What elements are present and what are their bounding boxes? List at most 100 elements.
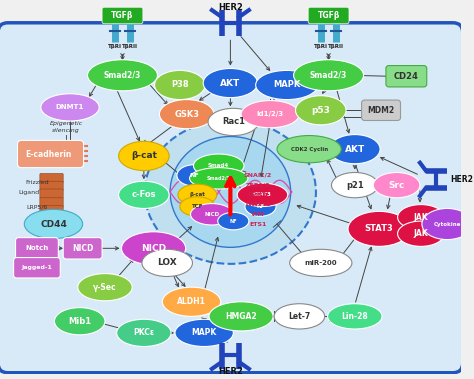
- Text: p21: p21: [346, 181, 364, 190]
- Text: TβRII: TβRII: [122, 44, 138, 49]
- FancyBboxPatch shape: [40, 205, 63, 215]
- Text: ALDH1: ALDH1: [177, 297, 206, 306]
- Ellipse shape: [237, 183, 288, 207]
- Ellipse shape: [245, 197, 276, 216]
- Text: P38: P38: [171, 80, 189, 89]
- Text: γ-Sec: γ-Sec: [93, 283, 117, 292]
- Ellipse shape: [118, 181, 169, 208]
- FancyBboxPatch shape: [308, 7, 349, 24]
- Ellipse shape: [145, 120, 316, 264]
- Text: silencing: silencing: [52, 128, 80, 133]
- Ellipse shape: [159, 100, 214, 129]
- Text: Notch: Notch: [25, 245, 48, 251]
- FancyBboxPatch shape: [0, 23, 463, 373]
- Text: NICD: NICD: [72, 244, 93, 253]
- Text: DNMT1: DNMT1: [56, 104, 84, 110]
- FancyBboxPatch shape: [362, 100, 401, 121]
- Ellipse shape: [193, 154, 244, 177]
- Text: NF: NF: [229, 219, 237, 224]
- Text: STAT3: STAT3: [253, 193, 272, 197]
- Text: TGFβ: TGFβ: [111, 11, 134, 20]
- Text: TβRI: TβRI: [314, 44, 328, 49]
- Text: TWIST1: TWIST1: [245, 202, 271, 207]
- Ellipse shape: [293, 60, 364, 91]
- FancyBboxPatch shape: [16, 238, 58, 259]
- Text: AKT: AKT: [345, 145, 365, 153]
- Text: STAT3: STAT3: [365, 224, 393, 233]
- Text: E-cadherin: E-cadherin: [26, 150, 72, 158]
- Text: MDM2: MDM2: [367, 106, 395, 115]
- Text: NICD: NICD: [204, 212, 219, 217]
- Text: c-Fos: c-Fos: [132, 190, 156, 199]
- Text: ZEB1/2: ZEB1/2: [246, 183, 270, 188]
- Ellipse shape: [329, 135, 380, 164]
- Text: Src: Src: [388, 181, 405, 190]
- Ellipse shape: [180, 197, 215, 216]
- Ellipse shape: [203, 69, 257, 98]
- Ellipse shape: [374, 172, 420, 198]
- Text: MAPK: MAPK: [273, 80, 301, 89]
- Text: TCF: TCF: [191, 204, 203, 209]
- Text: AKT: AKT: [220, 78, 240, 88]
- Text: TGFβ: TGFβ: [318, 11, 340, 20]
- Text: β-cat: β-cat: [190, 193, 205, 197]
- Text: Id1/2/3: Id1/2/3: [257, 111, 284, 117]
- Text: Cytokine: Cytokine: [434, 221, 461, 227]
- Text: VIM: VIM: [251, 212, 264, 217]
- Text: Let-7: Let-7: [288, 312, 310, 321]
- Text: MAPK: MAPK: [191, 328, 217, 337]
- Text: Jagged-1: Jagged-1: [21, 265, 53, 270]
- FancyBboxPatch shape: [40, 181, 63, 191]
- Text: Smad2/3: Smad2/3: [310, 71, 347, 80]
- Ellipse shape: [348, 211, 410, 246]
- Ellipse shape: [208, 108, 259, 136]
- Text: NICD: NICD: [141, 244, 166, 253]
- FancyBboxPatch shape: [102, 7, 143, 24]
- Ellipse shape: [121, 232, 186, 265]
- Text: Ligand: Ligand: [18, 190, 40, 196]
- FancyBboxPatch shape: [386, 66, 427, 87]
- Ellipse shape: [175, 319, 233, 346]
- FancyBboxPatch shape: [63, 238, 102, 259]
- Ellipse shape: [55, 308, 105, 335]
- Text: JAK: JAK: [414, 213, 428, 222]
- Text: miR-200: miR-200: [304, 260, 337, 266]
- Text: Mib1: Mib1: [68, 317, 91, 326]
- Text: LRP5/6: LRP5/6: [27, 204, 47, 209]
- Text: NF: NF: [256, 204, 264, 209]
- Text: HER2: HER2: [218, 367, 243, 376]
- Text: CDK2 Cyclin: CDK2 Cyclin: [291, 147, 328, 152]
- Text: SNAI1/2: SNAI1/2: [244, 173, 272, 178]
- FancyBboxPatch shape: [40, 189, 63, 199]
- Text: Smad4: Smad4: [208, 163, 229, 168]
- FancyBboxPatch shape: [18, 140, 83, 168]
- Text: ETS1: ETS1: [249, 221, 266, 227]
- Ellipse shape: [178, 184, 217, 205]
- Ellipse shape: [290, 249, 352, 277]
- Ellipse shape: [117, 319, 171, 346]
- Ellipse shape: [155, 70, 205, 100]
- Text: p53: p53: [311, 106, 330, 115]
- Ellipse shape: [191, 204, 233, 225]
- Ellipse shape: [422, 208, 473, 240]
- FancyBboxPatch shape: [40, 174, 63, 183]
- Text: CDH2: CDH2: [248, 193, 267, 197]
- Text: Lin-28: Lin-28: [341, 312, 368, 321]
- Ellipse shape: [328, 304, 382, 329]
- Text: GSK3: GSK3: [174, 110, 199, 119]
- Text: HMGA2: HMGA2: [225, 312, 257, 321]
- Ellipse shape: [41, 94, 99, 121]
- Text: HER2: HER2: [450, 175, 473, 184]
- FancyBboxPatch shape: [14, 258, 60, 278]
- Ellipse shape: [162, 287, 221, 316]
- Ellipse shape: [78, 274, 132, 301]
- Text: Smad2/3: Smad2/3: [207, 176, 231, 181]
- Ellipse shape: [277, 136, 341, 163]
- Text: CD24: CD24: [394, 72, 419, 81]
- Text: TβRII: TβRII: [328, 44, 344, 49]
- Ellipse shape: [295, 96, 346, 125]
- Ellipse shape: [190, 168, 248, 189]
- Ellipse shape: [170, 136, 291, 247]
- Ellipse shape: [142, 249, 192, 277]
- Text: LOX: LOX: [157, 258, 177, 268]
